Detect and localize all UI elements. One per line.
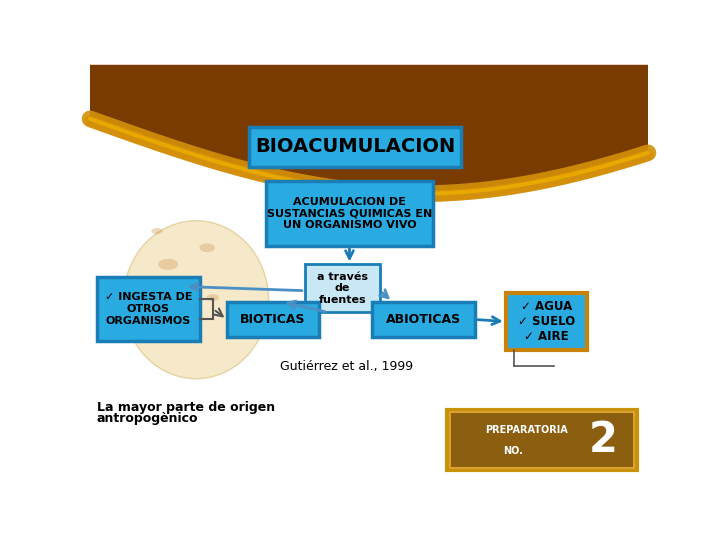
- Text: Gutiérrez et al., 1999: Gutiérrez et al., 1999: [280, 360, 413, 373]
- Text: NO.: NO.: [503, 446, 523, 456]
- FancyBboxPatch shape: [450, 413, 634, 468]
- FancyBboxPatch shape: [505, 294, 587, 349]
- Ellipse shape: [171, 318, 188, 327]
- FancyBboxPatch shape: [447, 410, 637, 470]
- Ellipse shape: [139, 286, 153, 293]
- Polygon shape: [90, 65, 648, 194]
- Text: ABIOTICAS: ABIOTICAS: [386, 313, 461, 326]
- Text: 2: 2: [588, 419, 617, 461]
- Ellipse shape: [123, 221, 269, 379]
- Text: BIOACUMULACION: BIOACUMULACION: [255, 137, 455, 157]
- FancyBboxPatch shape: [305, 265, 380, 312]
- Text: PREPARATORIA: PREPARATORIA: [485, 425, 568, 435]
- FancyBboxPatch shape: [90, 65, 648, 119]
- Ellipse shape: [207, 294, 219, 301]
- Text: BIOTICAS: BIOTICAS: [240, 313, 305, 326]
- Ellipse shape: [151, 228, 163, 234]
- Text: ✓ AGUA
✓ SUELO
✓ AIRE: ✓ AGUA ✓ SUELO ✓ AIRE: [518, 300, 575, 343]
- Text: ACUMULACION DE
SUSTANCIAS QUIMICAS EN
UN ORGANISMO VIVO: ACUMULACION DE SUSTANCIAS QUIMICAS EN UN…: [267, 197, 432, 230]
- FancyBboxPatch shape: [227, 302, 319, 337]
- Text: La mayor parte de origen: La mayor parte de origen: [96, 401, 275, 414]
- Text: ✓ INGESTA DE
OTROS
ORGANISMOS: ✓ INGESTA DE OTROS ORGANISMOS: [104, 293, 192, 326]
- Ellipse shape: [158, 259, 178, 270]
- FancyBboxPatch shape: [266, 181, 433, 246]
- Text: a través
de
fuentes: a través de fuentes: [317, 272, 368, 305]
- FancyBboxPatch shape: [249, 127, 461, 167]
- FancyBboxPatch shape: [96, 277, 200, 341]
- FancyBboxPatch shape: [372, 302, 475, 337]
- Text: antropogènico: antropogènico: [96, 411, 198, 425]
- Ellipse shape: [199, 244, 215, 252]
